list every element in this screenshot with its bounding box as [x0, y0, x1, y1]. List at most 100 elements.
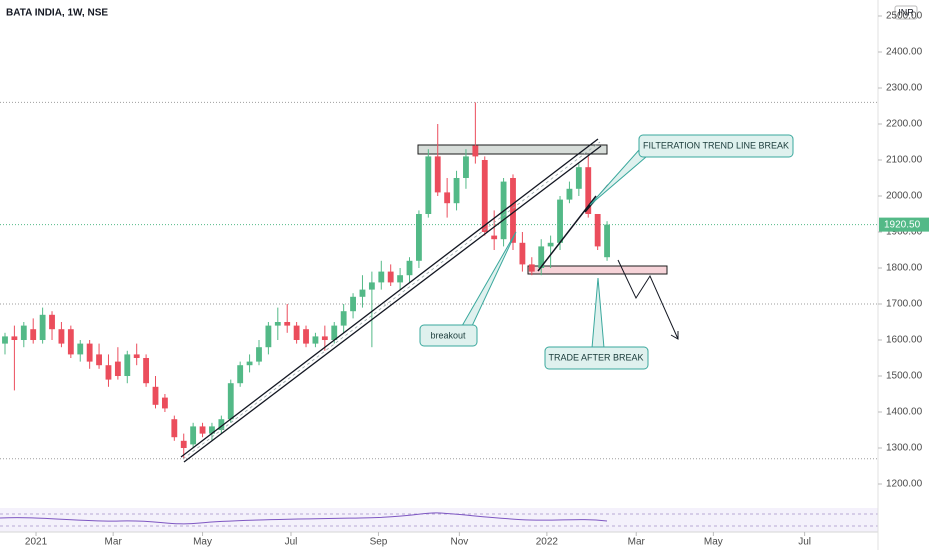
candle-body: [11, 336, 18, 341]
x-tick-label: 2021: [25, 537, 48, 548]
annotation: FILTERATION TREND LINE BREAK: [643, 140, 789, 150]
candle-body: [510, 177, 516, 243]
candle-body: [415, 213, 422, 261]
callout-box: [544, 346, 649, 370]
candle-body: [293, 325, 300, 341]
chart-title: BATA INDIA, 1W, NSE: [6, 8, 108, 19]
candle-body: [368, 282, 375, 290]
candle-body: [406, 260, 413, 276]
projection-arrow: [617, 259, 679, 340]
trend-line: [180, 138, 599, 458]
currency-badge: [894, 5, 918, 20]
candle-body: [209, 426, 215, 434]
callout-box: [638, 134, 794, 158]
candle-body: [519, 242, 526, 265]
candle-body: [2, 336, 8, 344]
candle-body: [30, 329, 37, 341]
grid: [0, 101, 878, 460]
candle-body: [444, 192, 451, 204]
candle-body: [218, 419, 225, 431]
y-tick-label: 1300.00: [886, 443, 923, 454]
x-tick-label: Jul: [285, 537, 298, 548]
x-tick-label: May: [193, 537, 212, 548]
candle-body: [86, 343, 93, 362]
candle-body: [557, 199, 563, 243]
candle-body: [350, 296, 356, 312]
x-tick-label: 2022: [536, 537, 559, 548]
candle-body: [453, 177, 460, 204]
candle-body: [303, 329, 309, 344]
x-tick-label: Mar: [628, 537, 646, 548]
indicator-line: [0, 512, 608, 525]
candle-body: [538, 246, 545, 268]
candle-body: [575, 167, 582, 189]
candle-body: [528, 264, 535, 272]
candle-body: [256, 347, 262, 362]
callout-box: [419, 324, 478, 347]
candle-body: [161, 397, 168, 409]
candle-body: [331, 325, 338, 341]
x-tick-label: Mar: [105, 537, 123, 548]
candle-body: [594, 213, 601, 247]
candle-body: [463, 156, 469, 178]
candle-body: [20, 325, 27, 341]
candle-body: [604, 224, 610, 258]
candle-body: [237, 365, 244, 384]
candle-body: [246, 361, 253, 366]
candle-body: [114, 361, 121, 377]
axis: 1200.00 1300.00 1400.00 1500.00 1600.00 1700.…: [25, 11, 929, 548]
y-tick-label: 1900.00: [886, 227, 923, 238]
candle-body: [359, 289, 366, 297]
candle-body: [67, 329, 74, 355]
candle-body: [190, 426, 197, 445]
candle-body: [274, 322, 281, 326]
y-tick-label: 2300.00: [886, 83, 923, 94]
y-tick-label: 2400.00: [886, 47, 923, 58]
trend-line: [183, 145, 602, 463]
candle-body: [378, 271, 385, 283]
candle-body: [312, 336, 319, 344]
candle-body: [105, 365, 112, 380]
x-tick-label: Jul: [798, 537, 811, 548]
candle-body: [133, 354, 140, 359]
candle-body: [199, 426, 206, 434]
y-tick-label: 2200.00: [886, 119, 923, 130]
trend-line: [537, 195, 597, 272]
current-price-tag: [879, 217, 929, 232]
candle-body: [491, 235, 498, 240]
y-tick-label: 2000.00: [886, 191, 923, 202]
candle-body: [585, 167, 592, 214]
candle-body: [49, 314, 55, 330]
candle-body: [434, 156, 441, 193]
resistance-zone: [417, 144, 608, 155]
candle-body: [77, 343, 84, 355]
candle-body: [481, 159, 488, 232]
candle-body: [265, 325, 272, 348]
support-zone: [527, 265, 668, 275]
x-tick-label: May: [704, 537, 723, 548]
candle-body: [171, 419, 178, 438]
x-tick-label: Nov: [450, 537, 468, 548]
candle-body: [387, 271, 394, 283]
y-tick-label: 2500.00: [886, 11, 923, 22]
candle-body: [124, 354, 131, 377]
candle-body: [58, 329, 65, 344]
candle-body: [472, 145, 479, 157]
candle-body: [340, 311, 347, 326]
candle-body: [96, 354, 102, 366]
y-tick-label: 1700.00: [886, 299, 923, 310]
currency: INR: [898, 7, 914, 17]
candle-body: [425, 156, 432, 214]
current-price-label: 1920.50: [884, 219, 921, 230]
y-tick-label: 1800.00: [886, 263, 923, 274]
y-tick-label: 1600.00: [886, 335, 923, 346]
candle-body: [227, 383, 234, 420]
y-tick-label: 1500.00: [886, 371, 923, 382]
arrow-head: [670, 331, 679, 340]
y-tick-label: 2100.00: [886, 155, 923, 166]
candle-body: [566, 188, 573, 200]
candle-body: [547, 242, 554, 247]
annotation: TRADE AFTER BREAK: [548, 352, 643, 362]
